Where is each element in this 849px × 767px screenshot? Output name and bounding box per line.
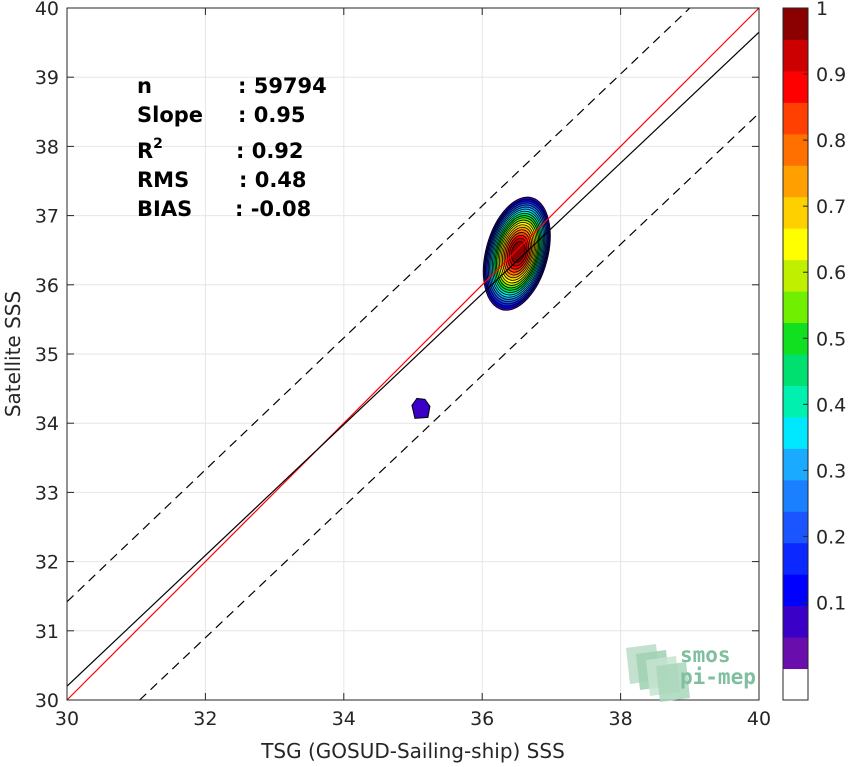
colorbar-band xyxy=(783,354,808,386)
colorbar-band xyxy=(783,511,808,544)
stats-annotation: n : 59794 Slope : 0.95 R2 : 0.92 RMS : 0.48 BIAS… xyxy=(137,74,327,221)
colorbar-tick-label: 0.1 xyxy=(816,592,846,614)
colorbar-tick-label: 0.9 xyxy=(816,64,846,86)
y-tick-label: 37 xyxy=(35,206,59,228)
logo-word-smos: smos xyxy=(680,643,731,667)
stat-key: R2 xyxy=(137,136,163,163)
density-contours xyxy=(411,196,551,419)
colorbar-band xyxy=(783,637,808,670)
colorbar-band xyxy=(783,70,808,103)
colorbar-band xyxy=(783,291,808,324)
colorbar-band xyxy=(783,196,808,229)
colorbar-band xyxy=(783,385,808,418)
line-upper-bound xyxy=(66,7,691,603)
reference-lines xyxy=(66,7,760,701)
y-tick-label: 40 xyxy=(35,0,59,20)
y-tick-label: 30 xyxy=(35,690,59,712)
stat-key: BIAS xyxy=(137,197,192,221)
colorbar-tick-label: 0.4 xyxy=(816,394,846,416)
stat-key: n xyxy=(137,74,152,98)
x-tick-label: 32 xyxy=(193,708,217,730)
stat-superscript: 2 xyxy=(153,136,163,152)
logo-layer-shape xyxy=(656,662,690,702)
y-tick-label: 33 xyxy=(35,482,59,504)
y-tick-label: 36 xyxy=(35,275,59,297)
x-tick-label: 38 xyxy=(609,708,633,730)
y-tick-label: 39 xyxy=(35,67,59,89)
y-tick-label: 31 xyxy=(35,621,59,643)
stat-value: : 0.95 xyxy=(238,103,306,127)
colorbar-tick-label: 1 xyxy=(816,0,828,20)
colorbar-band xyxy=(783,448,808,481)
colorbar-band xyxy=(783,416,808,449)
colorbar-band xyxy=(783,479,808,512)
y-axis-label: Satellite SSS xyxy=(1,291,25,417)
colorbar-band xyxy=(783,102,808,135)
y-tick-label: 32 xyxy=(35,552,59,574)
colorbar-band xyxy=(783,228,808,261)
stat-value: : 59794 xyxy=(238,74,327,98)
colorbar-band xyxy=(783,668,808,701)
y-tick-label: 35 xyxy=(35,344,59,366)
stat-key: RMS xyxy=(137,168,189,192)
colorbar-tick-label: 0.7 xyxy=(816,196,846,218)
colorbar-frame xyxy=(782,7,809,701)
stat-key: Slope xyxy=(137,103,203,127)
colorbar-band xyxy=(783,574,808,607)
x-tick-label: 30 xyxy=(55,708,79,730)
colorbar-band xyxy=(783,133,808,166)
x-tick-label: 36 xyxy=(470,708,494,730)
y-tick-label: 34 xyxy=(35,413,59,435)
colorbar-band xyxy=(783,542,808,575)
stat-value: : 0.92 xyxy=(236,139,304,163)
colorbar: 0.1 0.2 0.3 0.4 0.5 0.6 0.7 0.8 0.9 1 xyxy=(782,0,846,701)
colorbar-band xyxy=(783,605,808,638)
colorbar-tick-label: 0.5 xyxy=(816,328,846,350)
colorbar-tick-label: 0.8 xyxy=(816,130,846,152)
logo-word-pimep: pi-mep xyxy=(680,665,756,689)
x-axis-label: TSG (GOSUD-Sailing-ship) SSS xyxy=(260,739,565,763)
colorbar-band xyxy=(783,8,808,40)
y-tick-label: 38 xyxy=(35,136,59,158)
stat-value: : 0.48 xyxy=(239,168,307,192)
secondary-density-blob xyxy=(411,397,431,419)
colorbar-tick-label: 0.2 xyxy=(816,526,846,548)
line-lower-bound xyxy=(139,112,760,701)
line-one-to-one xyxy=(66,7,760,701)
x-tick-label: 34 xyxy=(332,708,356,730)
colorbar-tick-label: 0.3 xyxy=(816,460,846,482)
axis-ticks: 30 32 34 36 38 40 30 31 32 33 34 35 36 37 38 39 40 xyxy=(35,0,771,730)
colorbar-band xyxy=(783,165,808,198)
colorbar-tick-label: 0.6 xyxy=(816,262,846,284)
line-regression xyxy=(66,31,760,687)
colorbar-band xyxy=(783,259,808,292)
x-tick-label: 40 xyxy=(747,708,771,730)
colorbar-band xyxy=(783,39,808,72)
stat-value: : -0.08 xyxy=(235,197,311,221)
